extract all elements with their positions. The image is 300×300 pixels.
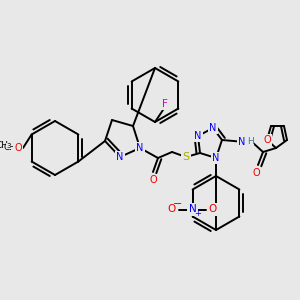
Text: N: N [209, 123, 217, 133]
Text: O: O [252, 168, 260, 178]
Text: +: + [194, 209, 201, 218]
Text: N: N [116, 152, 124, 162]
Text: N: N [194, 131, 202, 141]
Text: F: F [162, 99, 168, 109]
Text: CH₃: CH₃ [3, 143, 20, 152]
Text: N: N [238, 137, 246, 147]
Text: O: O [149, 175, 157, 185]
Text: 3: 3 [6, 143, 10, 149]
Text: CH: CH [0, 142, 9, 151]
Text: O: O [208, 205, 217, 214]
Text: N: N [136, 143, 144, 153]
Text: O: O [167, 205, 176, 214]
Text: O: O [263, 135, 271, 145]
Text: N: N [212, 153, 220, 163]
Text: H: H [247, 137, 254, 146]
Text: O: O [14, 143, 22, 153]
Text: −: − [173, 200, 182, 209]
Text: N: N [189, 205, 196, 214]
Text: S: S [182, 152, 190, 162]
